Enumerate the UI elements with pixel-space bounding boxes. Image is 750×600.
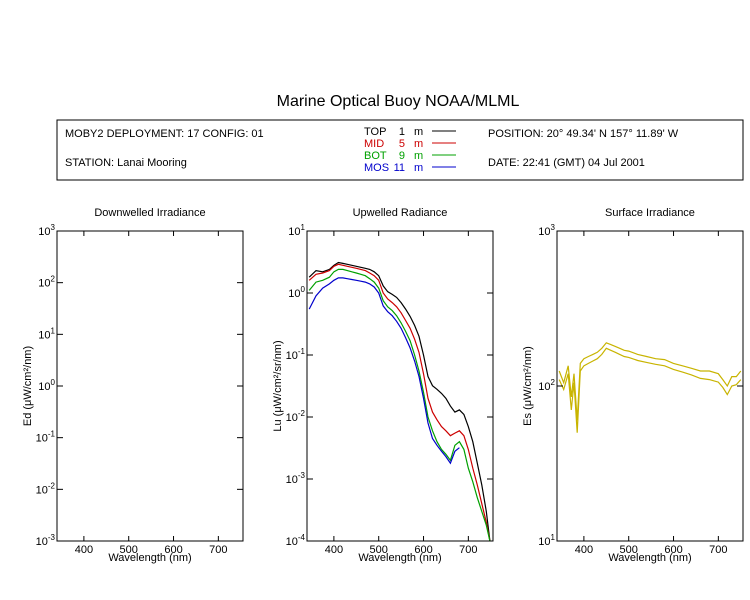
series-line-1 — [308, 261, 491, 541]
panel-1: Downwelled Irradiance 400 500 600 700 Wavelen… — [22, 207, 244, 564]
figure-title: Marine Optical Buoy NOAA/MLML — [277, 93, 520, 110]
y-tick-label: 101 — [288, 223, 305, 238]
y-tick-label: 103 — [38, 223, 55, 238]
legend-unit: m — [414, 150, 423, 162]
y-tick-label: 100 — [288, 285, 305, 300]
y-tick-label: 102 — [538, 378, 555, 393]
legend-item-bot: BOT 9 m — [364, 150, 456, 162]
legend-label: TOP — [364, 126, 386, 138]
series-line-2 — [558, 347, 742, 433]
legend-depth: 5 — [399, 138, 405, 150]
plot-frame — [306, 230, 494, 542]
panel-title: Upwelled Radiance — [353, 207, 448, 219]
series-line-2 — [308, 263, 491, 541]
x-axis-label: Wavelength (nm) — [358, 552, 441, 564]
y-tick-label: 103 — [538, 223, 555, 238]
y-tick-label: 100 — [38, 378, 55, 393]
y-tick-label: 10-4 — [286, 533, 306, 548]
x-tick-label: 400 — [75, 544, 93, 556]
x-tick-label: 400 — [325, 544, 343, 556]
y-tick-label: 101 — [538, 533, 555, 548]
y-tick-label: 10-2 — [286, 409, 306, 424]
panel-3: Surface Irradiance 400 500 600 700 Wavelength… — [522, 207, 744, 564]
y-tick-label: 101 — [38, 326, 55, 341]
series-line-4 — [308, 277, 460, 465]
x-tick-label: 600 — [414, 544, 432, 556]
info-box: MOBY2 DEPLOYMENT: 17 CONFIG: 01 STATION:… — [56, 119, 744, 181]
date-text: DATE: 22:41 (GMT) 04 Jul 2001 — [488, 157, 645, 169]
y-tick-label: 10-1 — [286, 347, 306, 362]
legend-item-mid: MID 5 m — [364, 138, 456, 150]
x-tick-label: 700 — [709, 544, 727, 556]
x-tick-label: 500 — [120, 544, 138, 556]
x-tick-label: 500 — [620, 544, 638, 556]
plot-frame — [56, 230, 244, 542]
panel-title: Surface Irradiance — [605, 207, 695, 219]
legend-depth: 11 — [394, 162, 405, 174]
deployment-text: MOBY2 DEPLOYMENT: 17 CONFIG: 01 — [65, 128, 264, 140]
panel-title: Downwelled Irradiance — [94, 207, 205, 219]
legend-label: MID — [364, 138, 384, 150]
info-box-frame — [56, 119, 744, 181]
panel-2: Upwelled Radiance 400 500 600 700 Wavelength … — [272, 207, 494, 564]
legend-unit: m — [414, 138, 423, 150]
legend-item-mos: MOS 11 m — [364, 162, 456, 174]
y-tick-label: 10-3 — [286, 471, 306, 486]
series-line-1 — [558, 342, 742, 421]
position-text: POSITION: 20° 49.34' N 157° 11.89' W — [488, 128, 679, 140]
legend-depth: 1 — [399, 126, 405, 138]
legend-unit: m — [414, 126, 423, 138]
y-tick-label: 10-3 — [36, 533, 56, 548]
x-tick-label: 400 — [575, 544, 593, 556]
legend-label: BOT — [364, 150, 387, 162]
legend-item-top: TOP 1 m — [364, 126, 456, 138]
legend-unit: m — [414, 162, 423, 174]
legend-depth: 9 — [399, 150, 405, 162]
y-axis-label: Ed (μW/cm²/nm) — [22, 346, 34, 426]
y-tick-label: 10-1 — [36, 430, 56, 445]
x-tick-label: 500 — [370, 544, 388, 556]
x-tick-label: 600 — [164, 544, 182, 556]
x-axis-label: Wavelength (nm) — [608, 552, 691, 564]
legend-label: MOS — [364, 162, 389, 174]
x-tick-label: 700 — [209, 544, 227, 556]
x-axis-label: Wavelength (nm) — [108, 552, 191, 564]
y-axis-label: Lu (μW/cm²/sr/nm) — [272, 340, 284, 431]
plot-frame — [556, 230, 744, 542]
station-text: STATION: Lanai Mooring — [65, 157, 187, 169]
chart-panels: Downwelled Irradiance 400 500 600 700 Wavelen… — [22, 207, 744, 564]
y-axis-label: Es (μW/cm²/nm) — [522, 346, 534, 426]
series-line-3 — [308, 268, 491, 541]
y-tick-label: 10-2 — [36, 481, 56, 496]
x-tick-label: 700 — [459, 544, 477, 556]
y-tick-label: 102 — [38, 275, 55, 290]
x-tick-label: 600 — [664, 544, 682, 556]
